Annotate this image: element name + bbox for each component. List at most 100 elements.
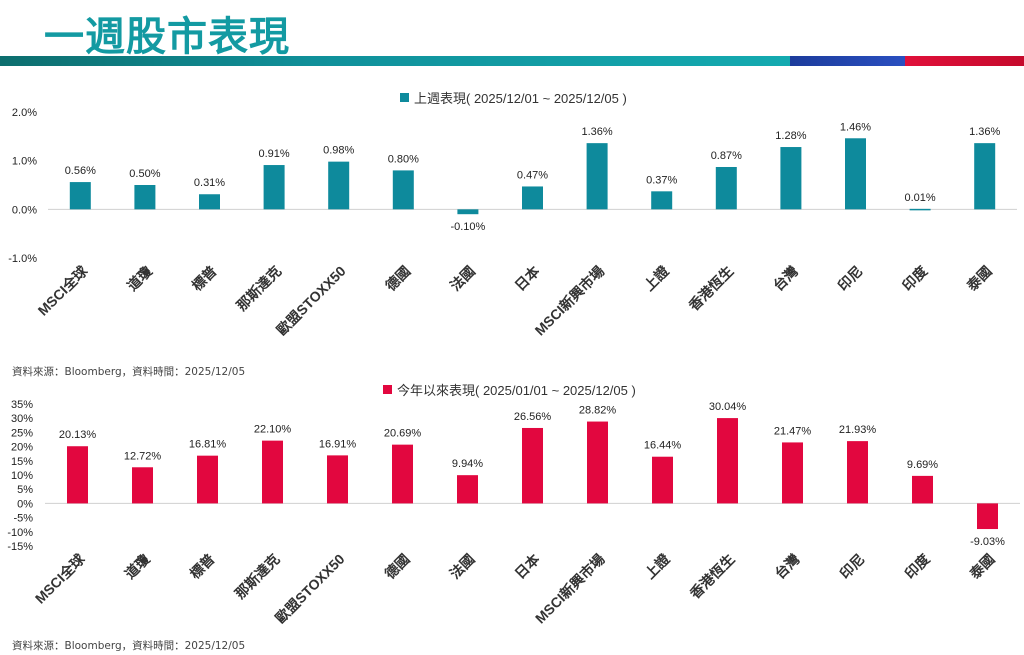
data-label: 0.80% <box>388 153 419 165</box>
bar <box>909 208 931 211</box>
category-label: MSCI新興市場 <box>532 263 608 339</box>
data-label: 0.31% <box>194 177 225 189</box>
category-label: 印度 <box>899 262 931 294</box>
bar <box>715 166 737 210</box>
data-label: 0.37% <box>646 174 677 186</box>
data-label: -0.10% <box>450 221 485 233</box>
legend-swatch <box>383 385 392 394</box>
category-label: 那斯達克 <box>232 551 283 602</box>
data-label: 0.98% <box>323 145 354 157</box>
data-label: 0.91% <box>258 148 289 160</box>
data-label: 9.94% <box>452 458 483 470</box>
data-label: -9.03% <box>970 536 1005 548</box>
data-label: 16.91% <box>319 438 357 450</box>
bar <box>652 456 673 504</box>
category-label: MSCI新興市場 <box>532 551 608 627</box>
data-label: 0.50% <box>129 168 160 180</box>
bar <box>392 170 414 210</box>
data-label: 16.44% <box>644 440 682 452</box>
category-label: 上證 <box>642 550 674 582</box>
data-label: 0.01% <box>904 192 935 204</box>
ytd-performance-chart: 今年以來表現( 2025/01/01 ~ 2025/12/05 ) 35% 30% 2… <box>7 383 1020 627</box>
category-label: MSCI全球 <box>35 262 92 319</box>
category-label: 印尼 <box>835 263 866 294</box>
bar <box>651 191 673 210</box>
bar <box>912 475 933 504</box>
data-label: 0.87% <box>711 150 742 162</box>
data-label: 1.46% <box>840 121 871 133</box>
category-label: 香港恆生 <box>685 263 737 315</box>
bar <box>522 186 543 210</box>
bar <box>974 143 996 210</box>
bar <box>522 427 543 504</box>
category-label: 法國 <box>447 263 478 294</box>
y-tick-label: -1.0% <box>8 253 37 265</box>
data-label: 0.56% <box>65 165 96 177</box>
bar <box>587 421 608 504</box>
legend-swatch <box>400 93 409 102</box>
y-tick-label: 15% <box>11 456 33 468</box>
chart-title: 上週表現( 2025/12/01 ~ 2025/12/05 ) <box>414 91 627 106</box>
y-tick-label: 20% <box>11 442 33 454</box>
y-tick-label: 25% <box>11 427 33 439</box>
category-label: 標普 <box>189 263 220 294</box>
bar <box>847 441 868 504</box>
y-tick-label: -15% <box>7 541 33 553</box>
y-tick-label: -10% <box>7 527 33 539</box>
y-tick-label: 5% <box>17 484 33 496</box>
category-label: 上證 <box>641 262 673 294</box>
data-label: 9.69% <box>907 459 938 471</box>
category-label: 標普 <box>187 551 218 582</box>
category-label: 泰國 <box>963 263 995 295</box>
category-label: 那斯達克 <box>233 263 284 314</box>
data-label: 20.13% <box>59 429 97 441</box>
bar <box>977 503 998 530</box>
data-label: 21.93% <box>839 424 877 436</box>
y-tick-label: -5% <box>13 513 33 525</box>
y-tick-label: 10% <box>11 470 33 482</box>
bar <box>199 194 220 210</box>
bar <box>845 138 866 210</box>
y-tick-label: 1.0% <box>12 156 37 168</box>
header-stripe <box>0 56 1024 66</box>
data-label: 28.82% <box>579 405 617 417</box>
data-label: 1.36% <box>969 126 1000 138</box>
chart-title: 今年以來表現( 2025/01/01 ~ 2025/12/05 ) <box>397 383 636 398</box>
category-label: 德國 <box>382 263 413 294</box>
bar <box>780 147 802 210</box>
bar <box>328 161 350 210</box>
source-note-weekly: 資料來源：Bloomberg，資料時間：2025/12/05 <box>12 366 246 378</box>
category-label: 印度 <box>902 550 934 582</box>
bar <box>327 455 348 504</box>
y-tick-label: 30% <box>11 413 33 425</box>
data-label: 21.47% <box>774 425 812 437</box>
data-label: 26.56% <box>514 411 552 423</box>
data-label: 30.04% <box>709 401 747 413</box>
data-label: 20.69% <box>384 428 422 440</box>
bar <box>457 209 479 215</box>
category-label: 台灣 <box>770 263 801 294</box>
category-label: MSCI全球 <box>32 550 89 607</box>
category-label: 歐盟STOXX50 <box>273 263 349 339</box>
source-note-ytd: 資料來源：Bloomberg，資料時間：2025/12/05 <box>12 640 246 652</box>
y-tick-label: 0.0% <box>12 204 37 216</box>
category-label: 香港恆生 <box>686 551 738 603</box>
data-label: 0.47% <box>517 169 548 181</box>
bar <box>262 440 283 504</box>
y-tick-label: 35% <box>11 399 33 411</box>
data-label: 16.81% <box>189 439 227 451</box>
bar <box>586 143 608 210</box>
category-label: 道瓊 <box>124 262 156 294</box>
data-label: 1.28% <box>775 130 806 142</box>
bar <box>134 185 156 210</box>
category-label: 歐盟STOXX50 <box>272 551 348 627</box>
category-label: 印尼 <box>837 551 868 582</box>
bar <box>69 182 91 210</box>
y-tick-label: 2.0% <box>12 107 37 119</box>
data-label: 12.72% <box>124 450 162 462</box>
category-label: 泰國 <box>966 551 998 583</box>
page-title: 一週股市表現 <box>44 14 290 60</box>
bar <box>782 442 803 504</box>
bar <box>67 446 88 504</box>
category-label: 日本 <box>512 262 544 294</box>
